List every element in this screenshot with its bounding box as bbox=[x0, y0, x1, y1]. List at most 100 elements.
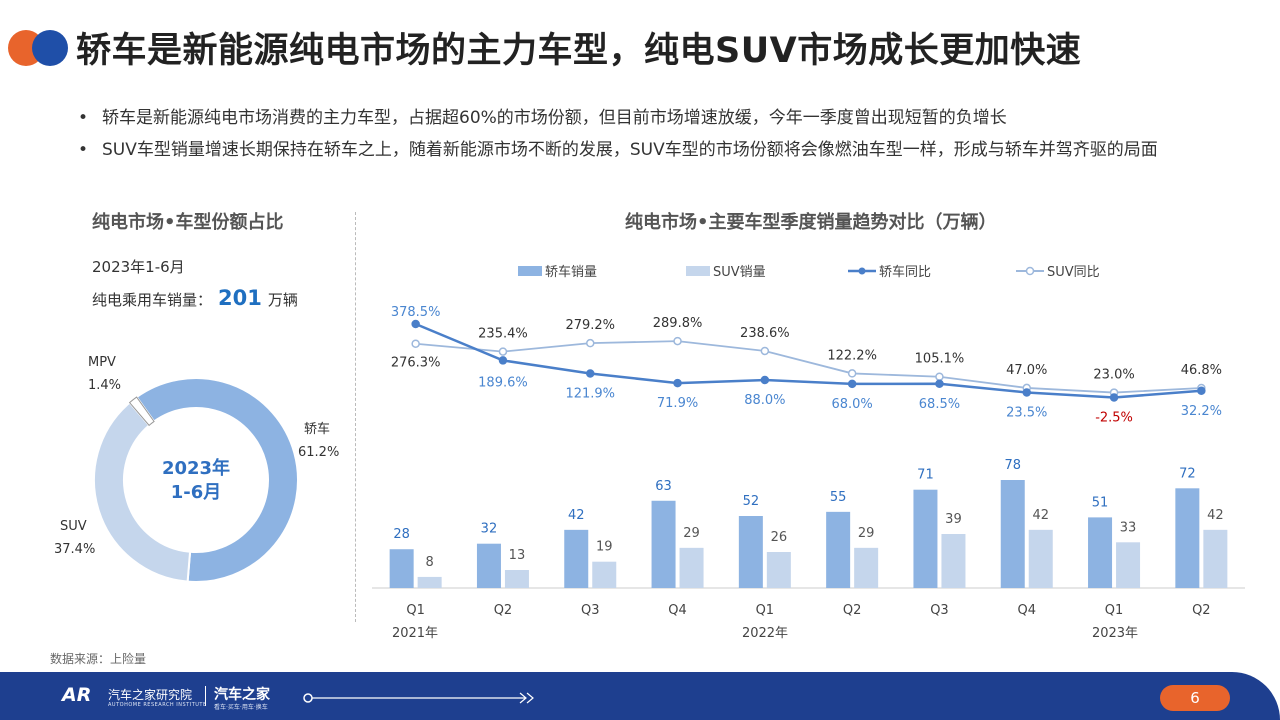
share-period: 2023年1-6月 bbox=[92, 258, 185, 276]
label-sedan-yoy: 71.9% bbox=[657, 396, 698, 411]
donut-label-mpv: MPV bbox=[88, 355, 116, 370]
bar-label-suv-sales: 19 bbox=[596, 540, 613, 555]
bar-label-suv-sales: 29 bbox=[683, 526, 700, 541]
legend-label-sedan-yoy: 轿车同比 bbox=[879, 264, 931, 280]
donut-center-label-line1: 2023年 bbox=[162, 457, 230, 479]
marker-suv-yoy bbox=[411, 339, 420, 348]
x-tick-label: Q2 bbox=[843, 603, 862, 618]
donut-center-label-line2: 1-6月 bbox=[171, 482, 222, 503]
year-label-2021: 2021年 bbox=[392, 626, 438, 641]
bar-suv-sales bbox=[679, 547, 704, 588]
label-suv-yoy: 46.8% bbox=[1181, 363, 1222, 378]
yoy-lines: 378.5% 189.6% 121.9% 71.9% 88.0% 68.0% 68.5% 23… bbox=[391, 305, 1222, 425]
bar-suv-sales bbox=[1116, 542, 1141, 588]
marker-sedan-yoy bbox=[847, 379, 857, 389]
bar-label-sedan-sales: 32 bbox=[481, 522, 498, 537]
total-sales-unit: 万辆 bbox=[267, 291, 298, 309]
label-suv-yoy: 23.0% bbox=[1093, 368, 1134, 383]
bar-label-sedan-sales: 78 bbox=[1004, 458, 1021, 473]
label-sedan-yoy: 68.5% bbox=[919, 397, 960, 412]
label-suv-yoy: 289.8% bbox=[653, 316, 703, 331]
x-tick-label: Q1 bbox=[1105, 603, 1124, 618]
bar-series: 28 8 Q1 32 13 Q2 42 19 Q3 63 29 Q4 52 26 Q1 55 29 Q2 71 39 Q… bbox=[389, 458, 1228, 618]
bar-suv-sales bbox=[854, 547, 879, 588]
legend-label-suv-yoy: SUV同比 bbox=[1047, 265, 1100, 280]
bullet-dot-icon: • bbox=[78, 108, 89, 128]
label-suv-yoy: 47.0% bbox=[1006, 363, 1047, 378]
year-label-2022: 2022年 bbox=[742, 626, 788, 641]
year-label-2023: 2023年 bbox=[1092, 626, 1138, 641]
footer-org-name: 汽车之家研究院 bbox=[108, 688, 193, 702]
bar-suv-sales bbox=[766, 552, 791, 588]
bar-sedan-sales bbox=[389, 549, 414, 588]
bar-label-suv-sales: 26 bbox=[771, 530, 788, 545]
legend-marker-sedan-yoy bbox=[858, 267, 866, 275]
donut-value-sedan: 61.2% bbox=[298, 445, 339, 460]
footer-progress-arrow-icon bbox=[303, 692, 534, 704]
x-tick-label: Q2 bbox=[494, 603, 513, 618]
x-tick-label: Q4 bbox=[668, 603, 687, 618]
bar-suv-sales bbox=[592, 561, 617, 588]
bar-sedan-sales bbox=[826, 511, 851, 588]
label-sedan-yoy: 88.0% bbox=[744, 393, 785, 408]
bar-sedan-sales bbox=[913, 489, 938, 588]
marker-sedan-yoy bbox=[760, 375, 770, 385]
marker-sedan-yoy bbox=[1022, 388, 1031, 397]
marker-suv-yoy bbox=[935, 372, 944, 381]
bar-label-suv-sales: 33 bbox=[1120, 520, 1137, 535]
bullet-text: SUV车型销量增速长期保持在轿车之上，随着新能源市场不断的发展，SUV车型的市场… bbox=[102, 140, 1158, 160]
donut-label-sedan: 轿车 bbox=[304, 421, 330, 437]
label-suv-yoy: 122.2% bbox=[827, 348, 877, 363]
bar-sedan-sales bbox=[1175, 488, 1200, 588]
data-source: 数据来源：上险量 bbox=[50, 652, 147, 666]
page-title: 轿车是新能源纯电市场的主力车型，纯电SUV市场成长更加快速 bbox=[76, 31, 1082, 71]
bar-label-sedan-sales: 52 bbox=[743, 494, 760, 509]
bar-suv-sales bbox=[1203, 529, 1228, 588]
bar-suv-sales bbox=[941, 534, 966, 588]
page-number: 6 bbox=[1160, 685, 1230, 711]
marker-sedan-yoy bbox=[411, 319, 420, 329]
x-tick-label: Q1 bbox=[756, 603, 775, 618]
footer-bar bbox=[0, 672, 1280, 720]
label-sedan-yoy: 121.9% bbox=[565, 386, 615, 401]
marker-sedan-yoy bbox=[935, 379, 944, 389]
bar-sedan-sales bbox=[1000, 480, 1025, 588]
title-accent-dot-blue bbox=[32, 30, 68, 66]
bullet-item: • 轿车是新能源纯电市场消费的主力车型，占据超60%的市场份额，但目前市场增速放… bbox=[78, 103, 1208, 133]
bar-sedan-sales bbox=[738, 516, 763, 588]
total-sales: 纯电乘用车销量： 201 万辆 bbox=[92, 286, 298, 310]
x-tick-label: Q4 bbox=[1017, 603, 1036, 618]
marker-sedan-yoy bbox=[673, 378, 682, 388]
label-sedan-yoy: 32.2% bbox=[1181, 404, 1222, 419]
x-tick-label: Q3 bbox=[581, 603, 600, 618]
marker-suv-yoy bbox=[673, 336, 682, 346]
footer-org-sub: AUTOHOME RESEARCH INSTITUTE bbox=[108, 702, 207, 708]
label-suv-yoy: 279.2% bbox=[565, 318, 615, 333]
bar-label-suv-sales: 8 bbox=[426, 555, 434, 570]
label-suv-yoy: 105.1% bbox=[915, 352, 965, 367]
bar-label-suv-sales: 39 bbox=[945, 512, 962, 527]
bar-label-suv-sales: 13 bbox=[509, 548, 526, 563]
marker-suv-yoy bbox=[586, 338, 595, 348]
marker-suv-yoy bbox=[760, 346, 770, 356]
bar-sedan-sales bbox=[564, 529, 589, 588]
label-sedan-yoy: -2.5% bbox=[1095, 410, 1133, 425]
donut-slice-suv bbox=[93, 401, 192, 583]
marker-suv-yoy bbox=[498, 347, 508, 356]
bar-sedan-sales bbox=[651, 500, 676, 588]
marker-sedan-yoy bbox=[1197, 386, 1206, 396]
bar-label-suv-sales: 42 bbox=[1207, 508, 1224, 523]
bar-label-sedan-sales: 63 bbox=[655, 479, 672, 494]
bar-suv-sales bbox=[504, 570, 529, 588]
label-sedan-yoy: 378.5% bbox=[391, 305, 441, 320]
bar-label-sedan-sales: 42 bbox=[568, 508, 585, 523]
share-chart-title: 纯电市场•车型份额占比 bbox=[92, 212, 284, 233]
donut-label-suv: SUV bbox=[60, 519, 87, 534]
donut-value-suv: 37.4% bbox=[54, 542, 95, 557]
panel-divider bbox=[355, 212, 356, 622]
bar-sedan-sales bbox=[1088, 517, 1113, 588]
bar-label-suv-sales: 29 bbox=[858, 526, 875, 541]
bar-label-sedan-sales: 55 bbox=[830, 490, 847, 505]
